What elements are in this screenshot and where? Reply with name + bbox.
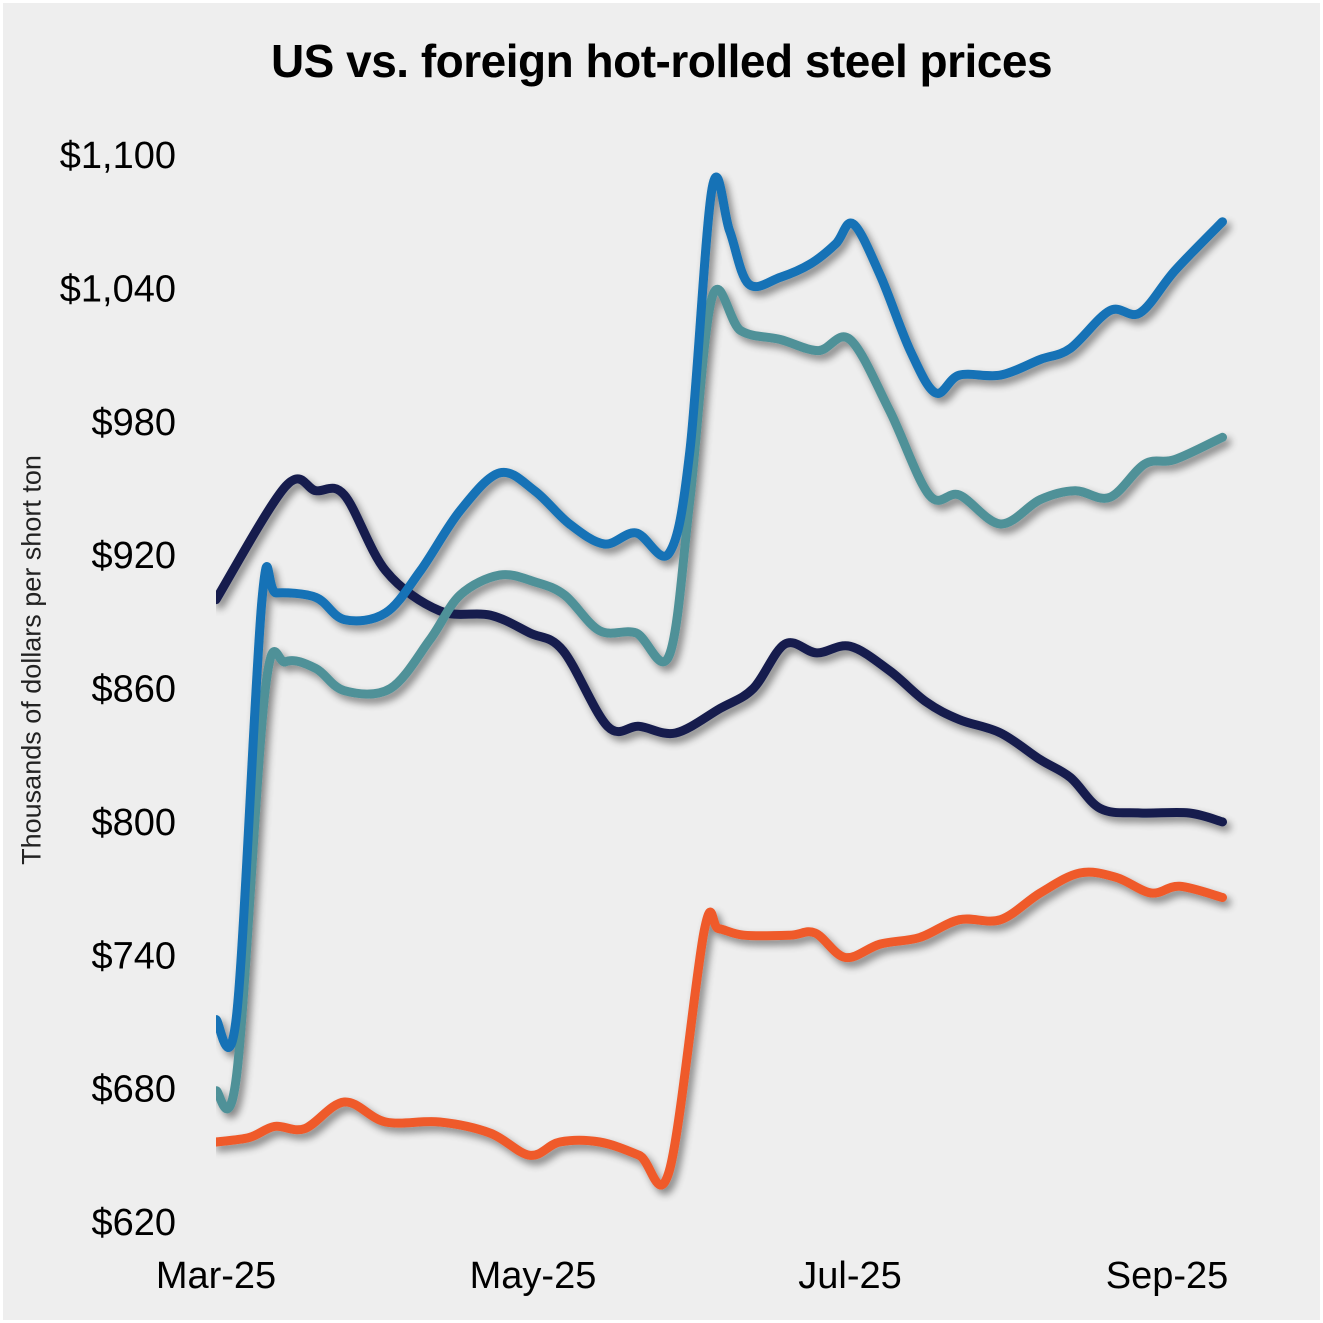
y-tick-label: $800: [91, 802, 176, 844]
x-tick-label: Sep-25: [1106, 1255, 1229, 1297]
y-tick-label: $620: [91, 1202, 176, 1244]
chart-title: US vs. foreign hot-rolled steel prices: [270, 35, 1053, 87]
y-tick-label: $1,100: [60, 135, 176, 177]
series-line-3: [216, 172, 1227, 1052]
y-tick-label: $980: [91, 402, 176, 444]
series-line-4: [216, 284, 1227, 1114]
y-tick-label: $1,040: [60, 268, 176, 310]
y-tick-label: $860: [91, 669, 176, 711]
x-tick-label: Jul-25: [798, 1255, 902, 1297]
y-axis-ticks: $620 $680 $740 $800 $860 $920 $980 $1,040 $1,100: [60, 135, 176, 1244]
x-tick-label: Mar-25: [156, 1255, 276, 1297]
series-line-2: [216, 867, 1227, 1190]
y-tick-label: $920: [91, 535, 176, 577]
y-tick-label: $680: [91, 1069, 176, 1111]
series-line-1: [216, 474, 1227, 827]
x-tick-label: May-25: [470, 1255, 597, 1297]
series-lines: [216, 172, 1227, 1190]
x-axis-ticks: Mar-25 May-25 Jul-25 Sep-25: [156, 1255, 1228, 1297]
y-tick-label: $740: [91, 935, 176, 977]
